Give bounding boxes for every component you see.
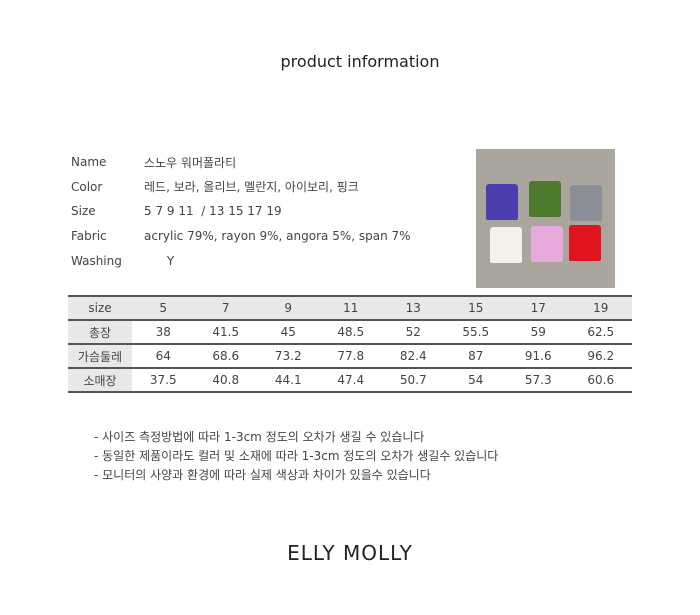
- info-row-fabric: Fabric acrylic 79%, rayon 9%, angora 5%, …: [71, 224, 411, 249]
- info-label: Size: [71, 204, 96, 219]
- table-cell: 55.5: [444, 320, 507, 345]
- swatch-purple: [486, 184, 518, 220]
- table-cell: 96.2: [569, 344, 632, 369]
- table-cell: 17: [507, 295, 570, 321]
- info-value: 5 7 9 11 / 13 15 17 19: [144, 204, 282, 219]
- page-title: product information: [280, 52, 440, 71]
- table-row: 소매장 37.5 40.8 44.1 47.4 50.7 54 57.3 60.6: [68, 368, 632, 393]
- table-cell: 68.6: [194, 344, 257, 369]
- info-label: Color: [71, 179, 103, 194]
- info-value: acrylic 79%, rayon 9%, angora 5%, span 7…: [144, 229, 411, 244]
- note: - 모니터의 사양과 환경에 따라 실제 색상과 차이가 있을수 있습니다: [94, 468, 431, 482]
- table-cell: 91.6: [507, 344, 570, 369]
- table-header-row: size 5 7 9 11 13 15 17 19: [68, 295, 632, 321]
- table-cell: 59: [507, 320, 570, 345]
- table-cell: 77.8: [319, 344, 382, 369]
- info-value: 스노우 워머폴라티: [144, 155, 237, 170]
- swatch-ivory: [490, 227, 522, 263]
- table-row: 가슴둘레 64 68.6 73.2 77.8 82.4 87 91.6 96.2: [68, 344, 632, 369]
- table-cell: 82.4: [382, 344, 445, 369]
- table-cell: 15: [444, 295, 507, 321]
- table-cell: 38: [132, 320, 195, 345]
- table-cell: 44.1: [257, 368, 320, 393]
- info-label: Washing: [71, 253, 122, 268]
- note: - 사이즈 측정방법에 따라 1-3cm 정도의 오차가 생길 수 있습니다: [94, 430, 425, 444]
- row-label: size: [68, 295, 132, 321]
- product-info-list: Name 스노우 워머폴라티 Color 레드, 보라, 올리브, 멜란지, 아이보…: [71, 150, 411, 273]
- row-label: 가슴둘레: [68, 344, 132, 369]
- table-cell: 73.2: [257, 344, 320, 369]
- table-cell: 87: [444, 344, 507, 369]
- table-row: 총장 38 41.5 45 48.5 52 55.5 59 62.5: [68, 320, 632, 345]
- note: - 동일한 제품이라도 컬러 및 소재에 따라 1-3cm 정도의 오차가 생길…: [94, 449, 499, 463]
- info-row-color: Color 레드, 보라, 올리브, 멜란지, 아이보리, 핑크: [71, 175, 411, 200]
- info-row-washing: Washing Y: [71, 248, 411, 273]
- table-cell: 11: [319, 295, 382, 321]
- info-value: Y: [144, 253, 175, 268]
- table-cell: 52: [382, 320, 445, 345]
- row-label: 총장: [68, 320, 132, 345]
- table-cell: 5: [132, 295, 195, 321]
- table-cell: 40.8: [194, 368, 257, 393]
- table-cell: 19: [569, 295, 632, 321]
- table-cell: 47.4: [319, 368, 382, 393]
- info-label: Fabric: [71, 229, 107, 244]
- table-cell: 48.5: [319, 320, 382, 345]
- info-row-size: Size 5 7 9 11 / 13 15 17 19: [71, 199, 411, 224]
- table-cell: 54: [444, 368, 507, 393]
- table-cell: 64: [132, 344, 195, 369]
- notes: - 사이즈 측정방법에 따라 1-3cm 정도의 오차가 생길 수 있습니다 -…: [94, 428, 498, 485]
- swatch-melange: [570, 185, 602, 221]
- table-cell: 9: [257, 295, 320, 321]
- info-label: Name: [71, 155, 107, 170]
- table-cell: 13: [382, 295, 445, 321]
- swatch-pink: [531, 226, 563, 262]
- info-row-name: Name 스노우 워머폴라티: [71, 150, 411, 175]
- table-cell: 37.5: [132, 368, 195, 393]
- table-cell: 45: [257, 320, 320, 345]
- swatch-red: [569, 225, 601, 261]
- brand-name: ELLY MOLLY: [287, 541, 413, 565]
- table-cell: 50.7: [382, 368, 445, 393]
- swatch-olive: [529, 181, 561, 217]
- size-table: size 5 7 9 11 13 15 17 19 총장 38 41.5 45 48.5 52 55.5 59 6…: [68, 295, 632, 393]
- product-photo: [476, 149, 615, 288]
- table-cell: 41.5: [194, 320, 257, 345]
- info-value: 레드, 보라, 올리브, 멜란지, 아이보리, 핑크: [144, 180, 359, 195]
- table-cell: 7: [194, 295, 257, 321]
- table-cell: 57.3: [507, 368, 570, 393]
- row-label: 소매장: [68, 368, 132, 393]
- table-cell: 60.6: [569, 368, 632, 393]
- table-cell: 62.5: [569, 320, 632, 345]
